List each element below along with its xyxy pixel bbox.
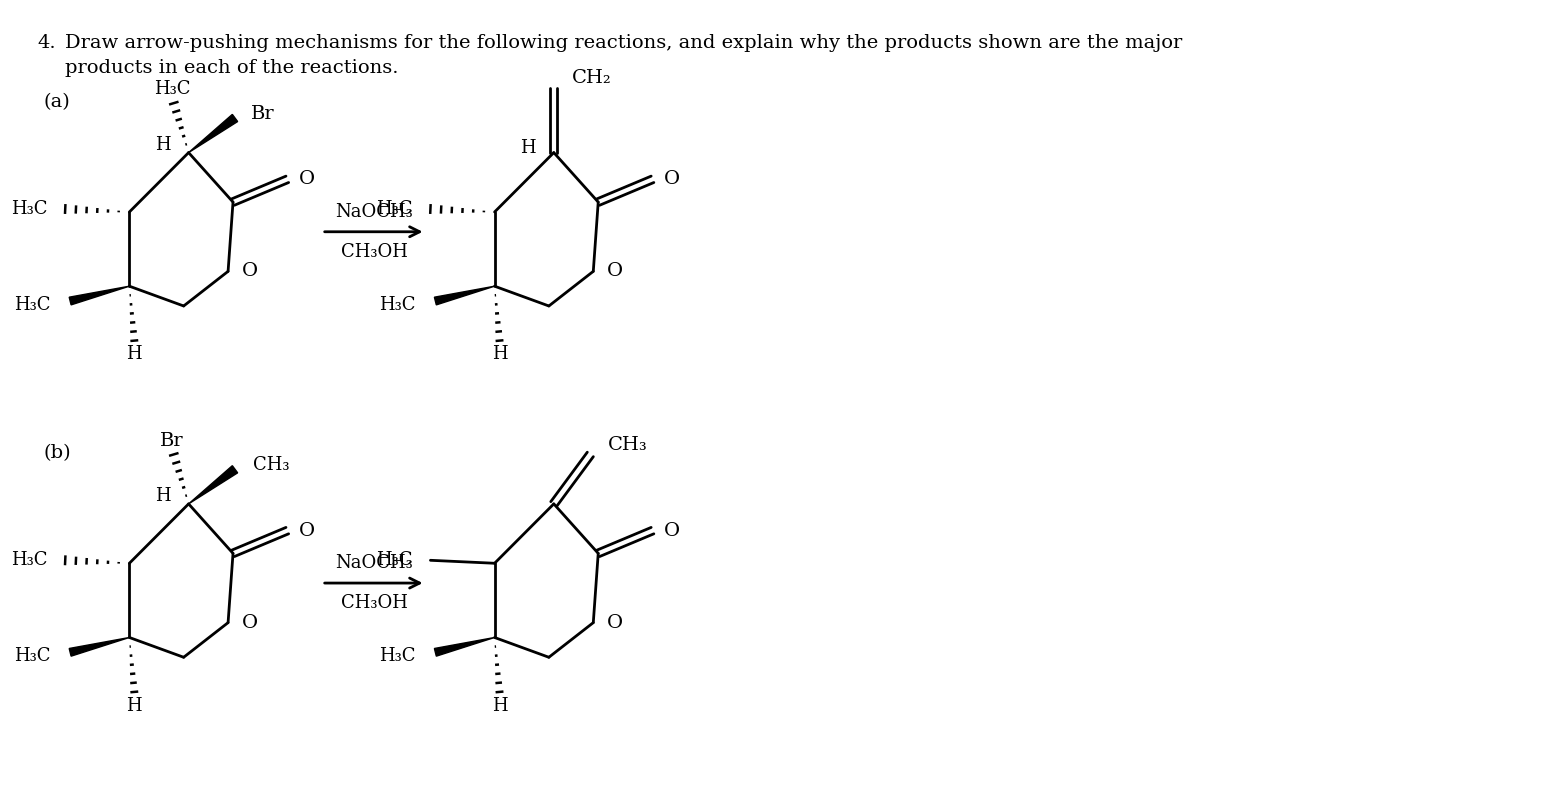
Text: H: H xyxy=(127,697,142,715)
Text: H₃C: H₃C xyxy=(11,551,48,569)
Text: O: O xyxy=(241,614,258,632)
Polygon shape xyxy=(189,114,238,152)
Polygon shape xyxy=(434,286,495,305)
Text: H₃C: H₃C xyxy=(376,551,413,569)
Text: CH₂: CH₂ xyxy=(572,69,611,88)
Text: H: H xyxy=(492,697,507,715)
Polygon shape xyxy=(434,638,495,656)
Text: H: H xyxy=(155,136,170,154)
Text: H₃C: H₃C xyxy=(153,81,190,98)
Text: O: O xyxy=(665,170,680,188)
Text: H: H xyxy=(127,346,142,363)
Text: H: H xyxy=(521,139,536,156)
Text: O: O xyxy=(298,170,315,188)
Text: Draw arrow-pushing mechanisms for the following reactions, and explain why the p: Draw arrow-pushing mechanisms for the fo… xyxy=(65,34,1183,52)
Polygon shape xyxy=(70,638,130,656)
Text: O: O xyxy=(298,522,315,539)
Text: CH₃OH: CH₃OH xyxy=(340,243,408,261)
Text: CH₃: CH₃ xyxy=(252,456,289,474)
Text: O: O xyxy=(665,522,680,539)
Polygon shape xyxy=(189,466,238,504)
Text: NaOCH₃: NaOCH₃ xyxy=(335,203,413,221)
Polygon shape xyxy=(70,286,130,305)
Text: H₃C: H₃C xyxy=(379,647,416,666)
Text: NaOCH₃: NaOCH₃ xyxy=(335,555,413,572)
Text: O: O xyxy=(608,263,623,280)
Text: products in each of the reactions.: products in each of the reactions. xyxy=(65,58,399,77)
Text: H₃C: H₃C xyxy=(11,200,48,218)
Text: CH₃: CH₃ xyxy=(608,436,648,453)
Text: (b): (b) xyxy=(43,444,71,463)
Text: Br: Br xyxy=(250,105,274,123)
Text: H₃C: H₃C xyxy=(376,200,413,218)
Text: O: O xyxy=(608,614,623,632)
Text: Br: Br xyxy=(159,432,184,449)
Text: H₃C: H₃C xyxy=(14,296,51,314)
Text: H: H xyxy=(492,346,507,363)
Text: (a): (a) xyxy=(43,93,70,111)
Text: CH₃OH: CH₃OH xyxy=(340,594,408,612)
Text: H: H xyxy=(155,487,170,505)
Text: H₃C: H₃C xyxy=(379,296,416,314)
Text: H₃C: H₃C xyxy=(14,647,51,666)
Text: 4.: 4. xyxy=(37,34,56,52)
Text: O: O xyxy=(241,263,258,280)
